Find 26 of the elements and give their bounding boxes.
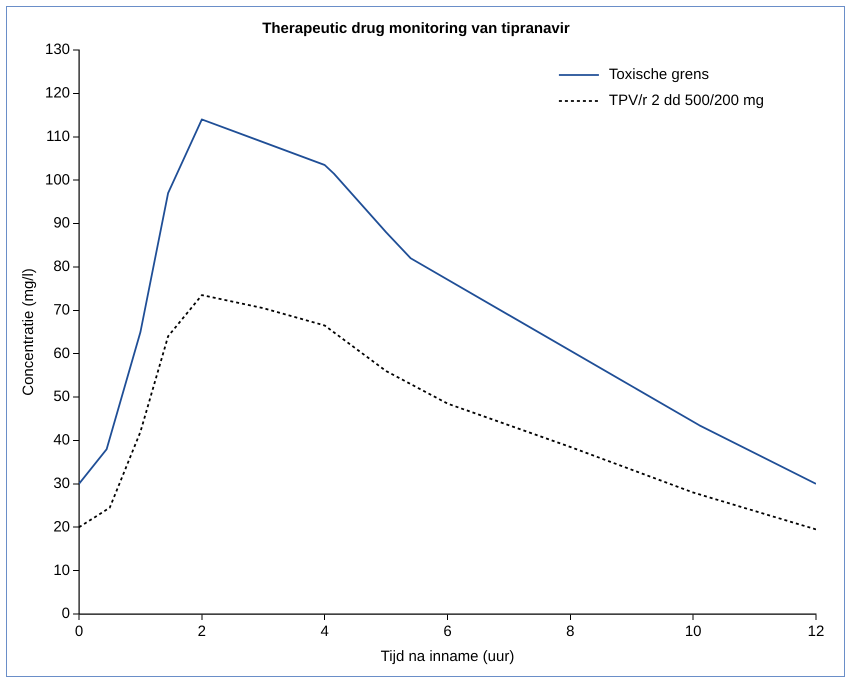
legend-label: Toxische grens bbox=[608, 66, 709, 84]
y-tick-label: 120 bbox=[44, 84, 70, 102]
x-tick-label: 0 bbox=[74, 623, 84, 640]
x-tick-label: 2 bbox=[198, 623, 206, 640]
y-tick-label: 50 bbox=[53, 388, 70, 406]
legend-label: TPV/r 2 dd 500/200 mg bbox=[608, 92, 764, 110]
y-tick-label: 70 bbox=[53, 301, 70, 318]
y-tick-label: 80 bbox=[53, 258, 70, 276]
y-tick-label: 30 bbox=[53, 474, 70, 492]
x-tick-label: 8 bbox=[566, 623, 575, 640]
y-tick-label: 20 bbox=[53, 518, 70, 536]
x-tick-label: 12 bbox=[808, 623, 824, 640]
y-tick-label: 40 bbox=[53, 432, 70, 449]
y-tick-label: 110 bbox=[46, 128, 70, 145]
y-tick-label: 0 bbox=[62, 605, 70, 622]
x-tick-label: 6 bbox=[443, 623, 452, 640]
y-tick-label: 60 bbox=[53, 344, 70, 362]
x-axis-title: Tijd na inname (uur) bbox=[380, 648, 514, 666]
y-axis-title: Concentratie (mg/l) bbox=[20, 268, 38, 396]
y-tick-label: 10 bbox=[53, 562, 70, 579]
chart-title: Therapeutic drug monitoring van tipranavir bbox=[262, 20, 570, 38]
y-tick-label: 100 bbox=[44, 171, 70, 188]
x-tick-label: 10 bbox=[684, 623, 702, 640]
y-tick-label: 90 bbox=[53, 214, 70, 232]
x-tick-label: 4 bbox=[320, 623, 329, 640]
y-tick-label: 130 bbox=[44, 41, 70, 58]
